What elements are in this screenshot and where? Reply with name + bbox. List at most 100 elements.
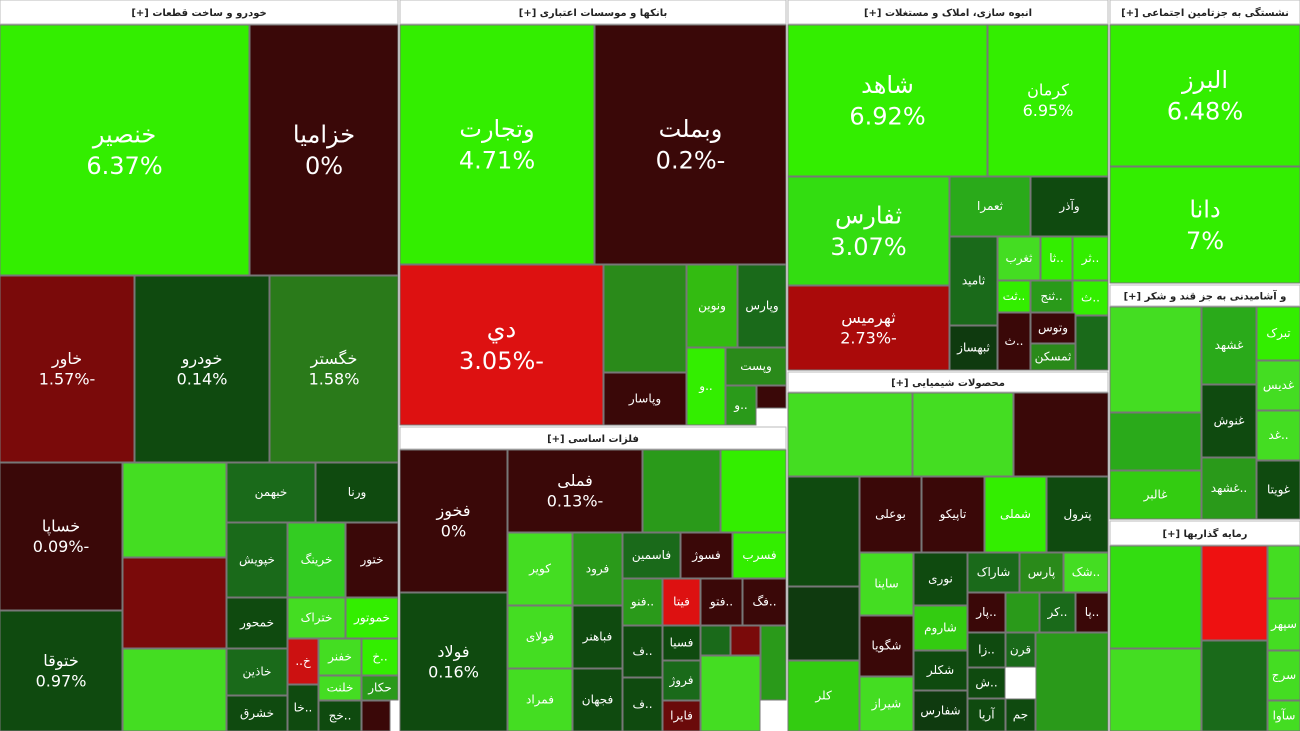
sector-title: محصولات شیمیایی [+] (891, 378, 1005, 389)
stock-tile (507, 449, 643, 533)
stock-tile (859, 676, 914, 731)
stock-change: 6.48% (1167, 97, 1243, 125)
stock-tile (913, 650, 968, 691)
stock-tile (913, 605, 968, 651)
stock-tile (662, 625, 701, 661)
stock-symbol: ونوین (698, 299, 726, 314)
stock-symbol: ثعمرا (977, 199, 1003, 214)
stock-symbol: ..و (698, 379, 712, 394)
stock-symbol: دي (487, 316, 516, 344)
stock-symbol: ..کر (1047, 605, 1068, 620)
stock-tile (987, 24, 1109, 177)
stock-tile (1040, 236, 1073, 281)
stock-tile (662, 578, 701, 626)
stock-tile (787, 660, 860, 731)
stock-tile (859, 552, 914, 616)
stock-tile (287, 684, 319, 731)
stock-symbol: ..پار (975, 605, 996, 620)
stock-tile (1201, 384, 1257, 458)
stock-symbol: آریا (978, 707, 995, 723)
sector-title: خودرو و ساخت قطعات [+] (131, 8, 266, 19)
stock-tile (1109, 306, 1202, 413)
stock-tile (1201, 640, 1268, 731)
stock-symbol: وپاسار (628, 392, 661, 407)
stock-symbol: ..ف (632, 697, 652, 711)
stock-tile (967, 592, 1006, 633)
stock-tile (967, 698, 1006, 731)
stock-tile (662, 700, 701, 731)
stock-symbol: خاذین (243, 665, 272, 680)
stock-tile (1201, 306, 1257, 385)
stock-tile (361, 675, 399, 701)
stock-tile (997, 236, 1041, 281)
stock-symbol: خبهمن (255, 485, 288, 500)
stock-tile (603, 372, 687, 426)
stock-symbol: خساپا (42, 516, 80, 536)
stock-tile (594, 24, 787, 265)
stock-symbol: فمراد (526, 693, 554, 708)
sector-title: و آشامیدنی به جز قند و شکر [+] (1124, 290, 1287, 303)
stock-tile (318, 675, 362, 701)
stock-symbol: خفنر (327, 650, 352, 665)
stock-tile (318, 638, 362, 676)
stock-tile (622, 578, 663, 626)
stock-symbol: فرود (586, 562, 610, 577)
stock-symbol: شاروم (924, 621, 957, 636)
stock-tile (720, 449, 787, 533)
stock-tile (913, 690, 968, 731)
stock-tile (737, 264, 787, 348)
stock-tile (1256, 306, 1300, 361)
stock-tile (949, 176, 1031, 237)
stock-symbol: پارس (1028, 565, 1055, 580)
stock-symbol: ..ثا (1049, 251, 1064, 265)
stock-symbol: فاسمین (632, 548, 671, 563)
stock-symbol: ختراک (301, 611, 333, 626)
stock-tile (318, 700, 362, 731)
stock-symbol: فیتا (673, 595, 690, 609)
stock-tile (1267, 598, 1300, 651)
stock-symbol: فایرا (670, 709, 693, 724)
stock-tile (287, 638, 319, 685)
stock-symbol: ..غد (1268, 428, 1288, 442)
stock-tile (399, 449, 508, 593)
stock-tile (1109, 470, 1202, 520)
stock-symbol: ثمسکن (1035, 350, 1072, 365)
stock-tile (787, 586, 860, 661)
stock-tile (1267, 700, 1300, 731)
stock-tile (787, 285, 950, 371)
stock-symbol: وپارس (745, 299, 778, 314)
sector-header (1109, 284, 1300, 307)
stock-tile (1030, 343, 1076, 371)
stock-symbol: ..ثت (1003, 289, 1026, 303)
stock-tile (1109, 648, 1202, 731)
stock-symbol: خمحور (239, 616, 274, 631)
stock-symbol: البرز (1181, 66, 1228, 94)
stock-tile (1109, 166, 1300, 284)
stock-tile (949, 325, 998, 371)
stock-symbol: ثفارس (835, 202, 902, 230)
stock-symbol: ..فتو (709, 595, 733, 610)
stock-tile (1267, 545, 1300, 599)
stock-symbol: وپست (740, 359, 772, 374)
stock-symbol: سرج (1272, 668, 1296, 683)
stock-tile (1005, 592, 1040, 633)
stock-tile (984, 476, 1047, 553)
stock-symbol: پترول (1063, 507, 1091, 522)
stock-tile (1256, 360, 1300, 411)
stock-tile (1109, 412, 1202, 471)
stock-tile (1072, 280, 1109, 316)
stock-symbol: ..ش (975, 676, 997, 691)
stock-tile (730, 625, 761, 656)
stock-tile (967, 632, 1006, 668)
stock-symbol: وآذر (1058, 198, 1079, 214)
stock-tile (226, 597, 288, 649)
stock-tile (572, 605, 623, 669)
stock-tile (603, 264, 687, 373)
stock-symbol: ..شک (1072, 565, 1100, 579)
stock-symbol: وتوس (1038, 321, 1068, 336)
stock-symbol: ثامید (962, 274, 985, 288)
stock-tile (226, 695, 288, 731)
stock-tile (122, 648, 227, 731)
stock-symbol: ..پا (1085, 605, 1100, 619)
stock-symbol: ..ث (1005, 334, 1024, 348)
